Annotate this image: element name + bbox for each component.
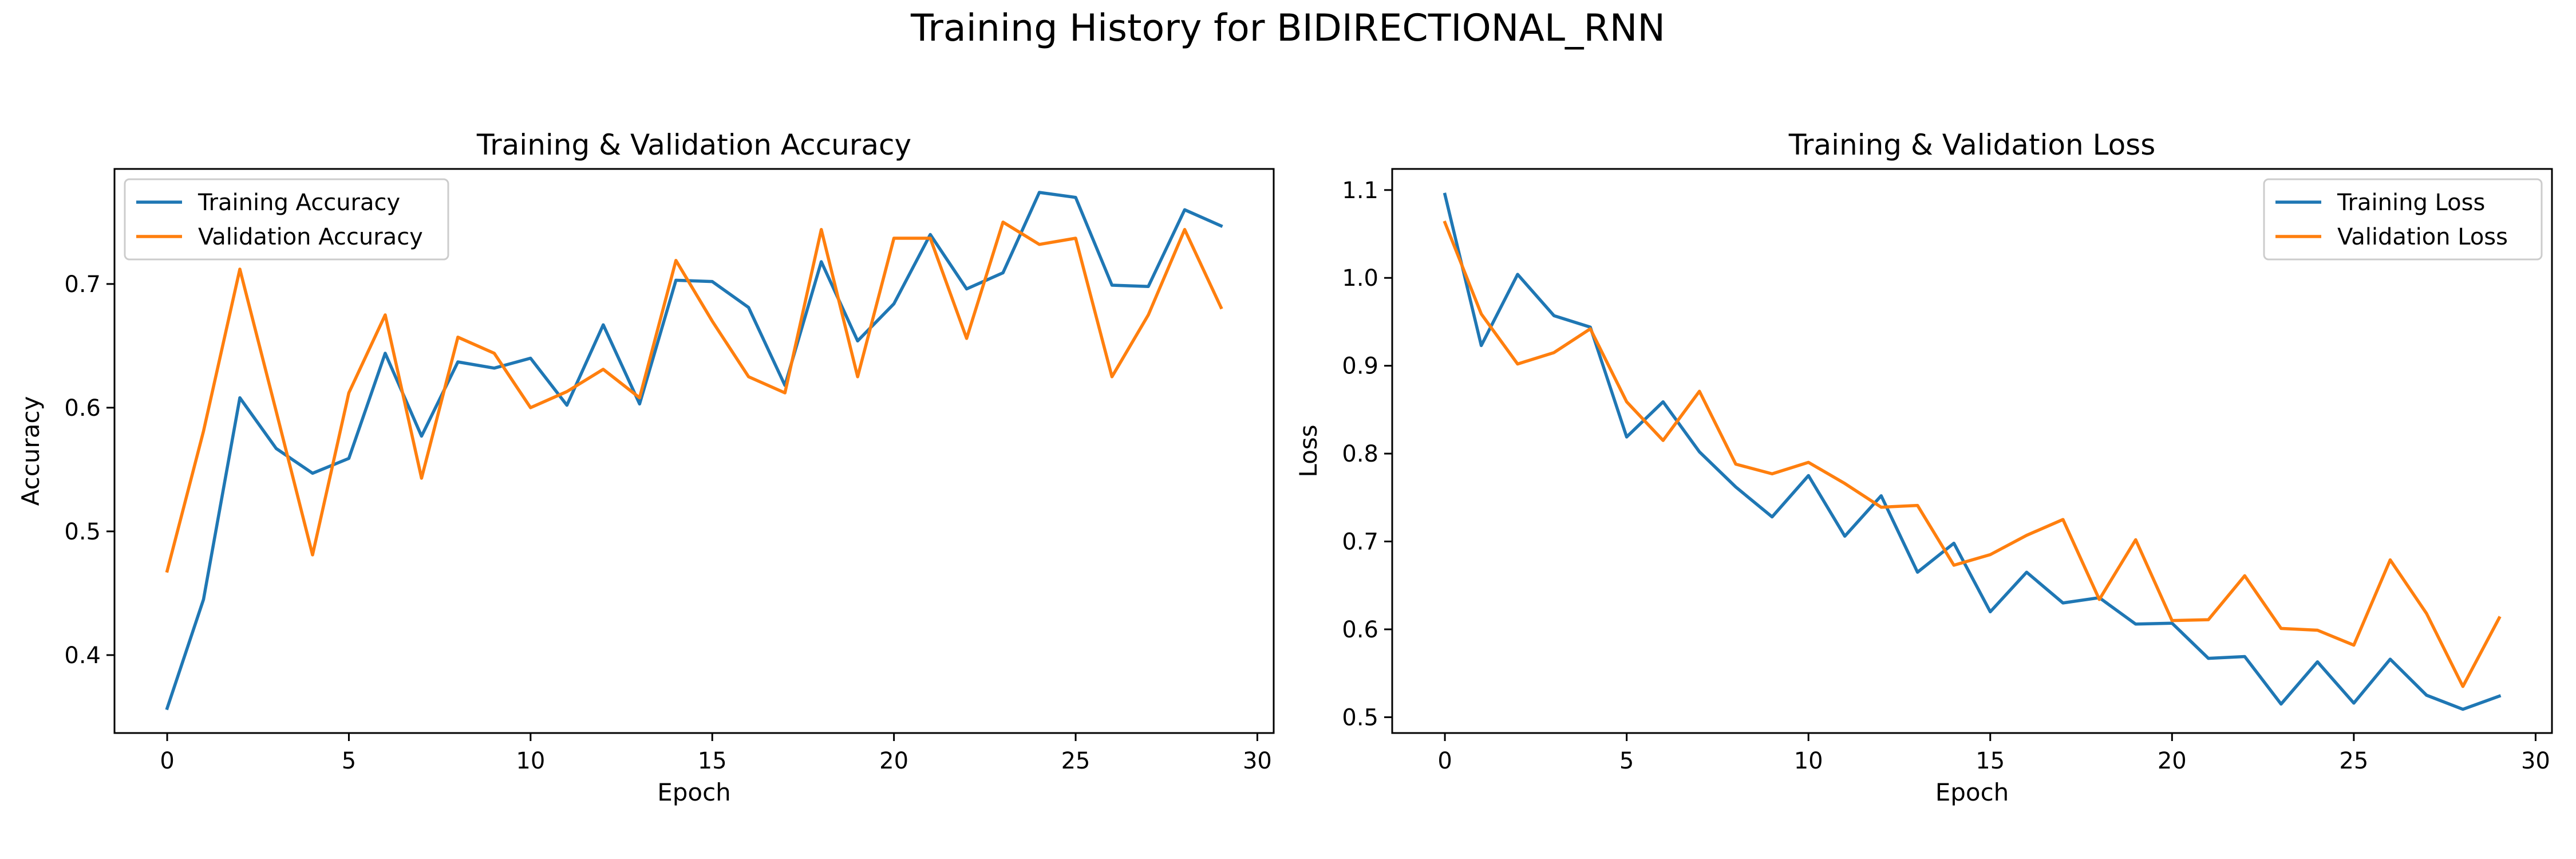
chart-2-y-tick-label: 1.1	[1342, 178, 1378, 204]
chart-1-y-tick-label: 0.5	[64, 519, 101, 545]
chart-2-y-tick-label: 0.7	[1342, 529, 1378, 555]
chart-1-y-tick-label: 0.4	[64, 643, 101, 669]
chart-2-axes-frame	[1391, 168, 2553, 734]
chart-1-x-tick-label: 30	[1243, 748, 1272, 774]
chart-1-legend-box	[124, 178, 449, 261]
chart-2-legend-box	[2263, 178, 2543, 261]
chart-1-x-tick-label: 20	[879, 748, 908, 774]
chart-1-y-tick-label: 0.6	[64, 395, 101, 421]
figure-title: Training History for BIDIRECTIONAL_RNN	[911, 7, 1665, 50]
chart-2-x-tick-label: 30	[2521, 748, 2550, 774]
chart-2-x-tick-label: 5	[1619, 748, 1634, 774]
chart-2-y-tick-label: 0.5	[1342, 704, 1378, 731]
chart-1-series-1-line	[165, 191, 1223, 711]
chart-2-x-tick-label: 0	[1437, 748, 1452, 774]
chart-1-title: Training & Validation Accuracy	[476, 128, 911, 161]
chart-2-series-1-line	[1443, 192, 2502, 711]
chart-2-y-tick-label: 0.9	[1342, 353, 1378, 380]
chart-1-x-tick-label: 5	[342, 748, 356, 774]
chart-1-x-axis-label: Epoch	[657, 778, 731, 806]
chart-2-title: Training & Validation Loss	[1788, 128, 2156, 161]
chart-2-series-2-line	[1443, 220, 2502, 688]
chart-1-axes-frame	[113, 168, 1275, 734]
chart-1-x-tick-label: 25	[1061, 748, 1091, 774]
chart-1-series-2-line	[165, 220, 1223, 573]
chart-2-x-tick-label: 25	[2339, 748, 2368, 774]
chart-2-x-tick-label: 15	[1976, 748, 2005, 774]
chart-2-y-tick-label: 1.0	[1342, 265, 1378, 291]
chart-2-x-tick-label: 20	[2158, 748, 2187, 774]
chart-2-y-axis-label: Loss	[1294, 424, 1322, 477]
chart-2-x-axis-label: Epoch	[1935, 778, 2009, 806]
chart-2-y-tick-label: 0.6	[1342, 617, 1378, 643]
chart-2-y-tick-label: 0.8	[1342, 441, 1378, 467]
chart-2-legend-label-2: Validation Loss	[2337, 224, 2508, 250]
chart-1-x-tick-label: 0	[160, 748, 174, 774]
chart-2-x-tick-label: 10	[1794, 748, 1823, 774]
chart-1-legend-label-2: Validation Accuracy	[198, 224, 423, 250]
chart-1-legend-label-1: Training Accuracy	[197, 190, 400, 216]
chart-1-x-tick-label: 15	[698, 748, 727, 774]
chart-1-y-tick-label: 0.7	[64, 271, 101, 298]
chart-1-y-axis-label: Accuracy	[17, 396, 45, 506]
chart-1-x-tick-label: 10	[516, 748, 545, 774]
chart-2-legend-label-1: Training Loss	[2337, 190, 2485, 216]
